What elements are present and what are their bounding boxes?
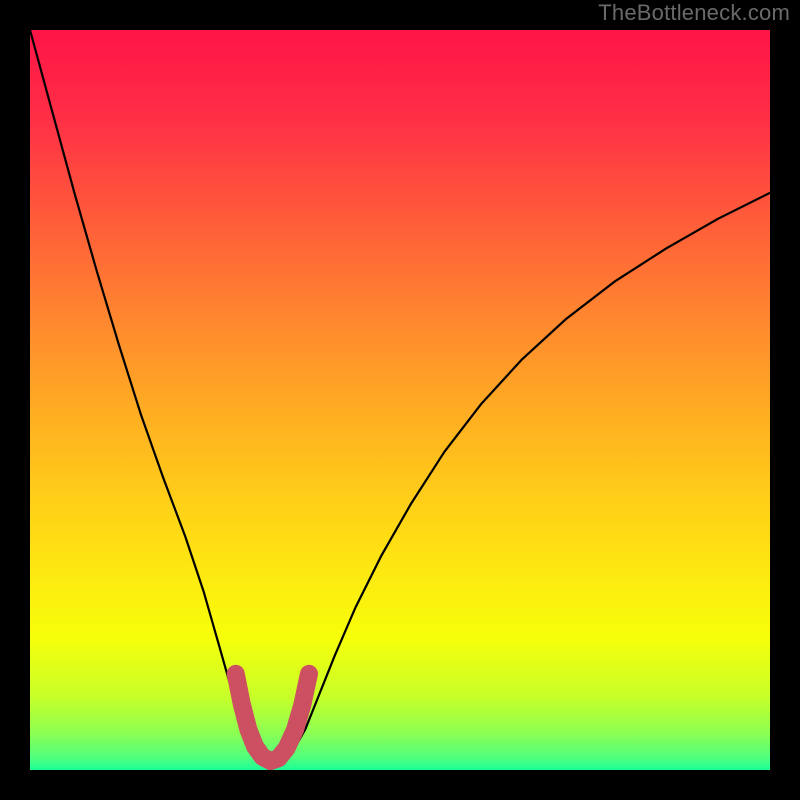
plot-svg [30, 30, 770, 770]
chart-frame: TheBottleneck.com [0, 0, 800, 800]
gradient-background [30, 30, 770, 770]
attribution-label: TheBottleneck.com [598, 0, 790, 26]
bottleneck-plot [30, 30, 770, 770]
